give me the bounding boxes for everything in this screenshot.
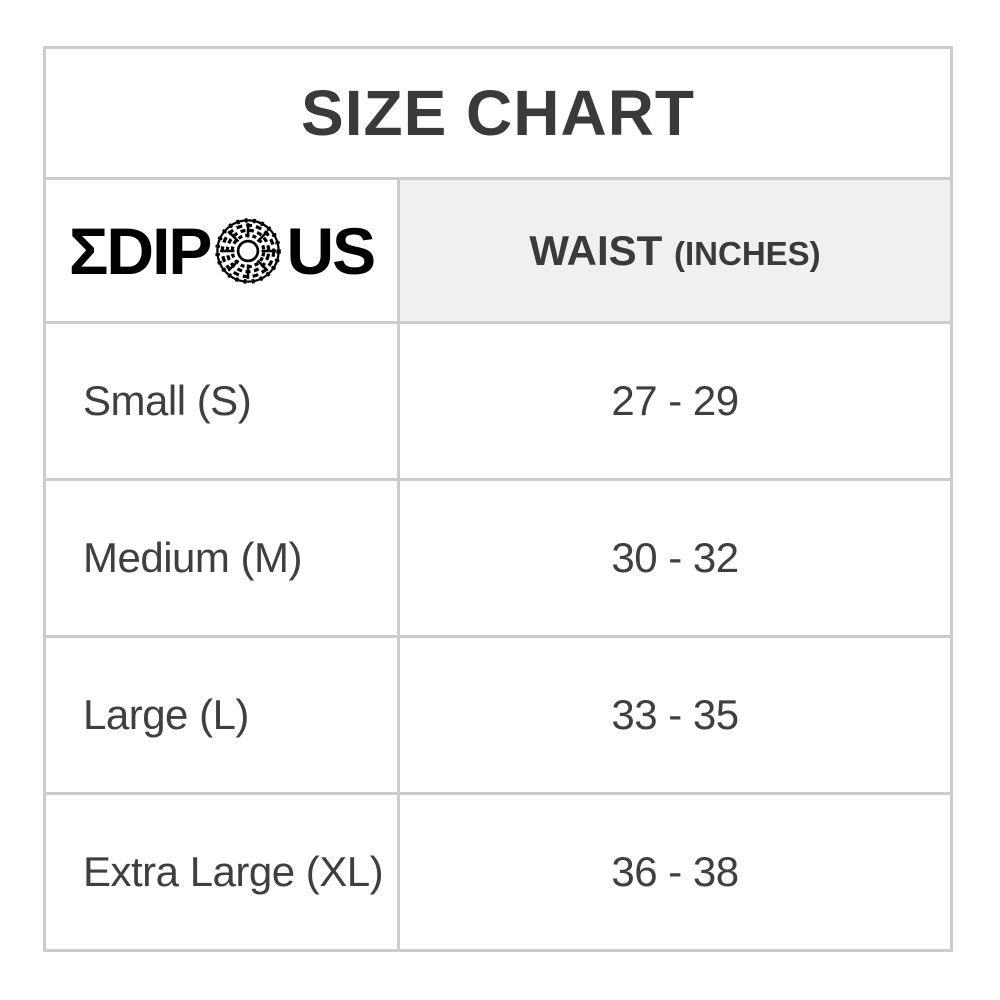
size-cell: Medium (M) bbox=[46, 481, 400, 635]
table-row-large: Large (L) 33 - 35 bbox=[46, 638, 950, 795]
logo-text-prefix: ΣDIP bbox=[68, 213, 213, 288]
size-label: Extra Large (XL) bbox=[83, 848, 384, 895]
table-row-extra-large: Extra Large (XL) 36 - 38 bbox=[46, 795, 950, 949]
size-cell: Extra Large (XL) bbox=[46, 795, 400, 949]
size-label: Medium (M) bbox=[83, 534, 303, 581]
size-chart-table: SIZE CHART ΣDIP bbox=[43, 46, 953, 952]
edipous-logo: ΣDIP bbox=[68, 213, 376, 288]
waist-value: 27 - 29 bbox=[611, 377, 739, 424]
greek-meander-medallion-icon bbox=[215, 217, 282, 284]
page-title: SIZE CHART bbox=[301, 77, 695, 149]
waist-cell: 30 - 32 bbox=[400, 481, 950, 635]
waist-value: 33 - 35 bbox=[611, 691, 739, 738]
size-label: Large (L) bbox=[83, 691, 249, 738]
logo-text-suffix: US bbox=[286, 213, 376, 288]
table-row-medium: Medium (M) 30 - 32 bbox=[46, 481, 950, 638]
table-row-small: Small (S) 27 - 29 bbox=[46, 324, 950, 481]
waist-header-unit: (INCHES) bbox=[674, 234, 821, 272]
waist-header-label: WAIST (INCHES) bbox=[529, 226, 821, 274]
header-row: ΣDIP bbox=[46, 180, 950, 324]
waist-cell: 27 - 29 bbox=[400, 324, 950, 478]
size-label: Small (S) bbox=[83, 377, 252, 424]
title-row: SIZE CHART bbox=[46, 49, 950, 180]
waist-value: 30 - 32 bbox=[611, 534, 739, 581]
waist-cell: 33 - 35 bbox=[400, 638, 950, 792]
waist-cell: 36 - 38 bbox=[400, 795, 950, 949]
size-cell: Small (S) bbox=[46, 324, 400, 478]
waist-value: 36 - 38 bbox=[611, 848, 739, 895]
brand-logo-cell: ΣDIP bbox=[46, 180, 400, 321]
waist-header-cell: WAIST (INCHES) bbox=[400, 180, 950, 321]
size-cell: Large (L) bbox=[46, 638, 400, 792]
